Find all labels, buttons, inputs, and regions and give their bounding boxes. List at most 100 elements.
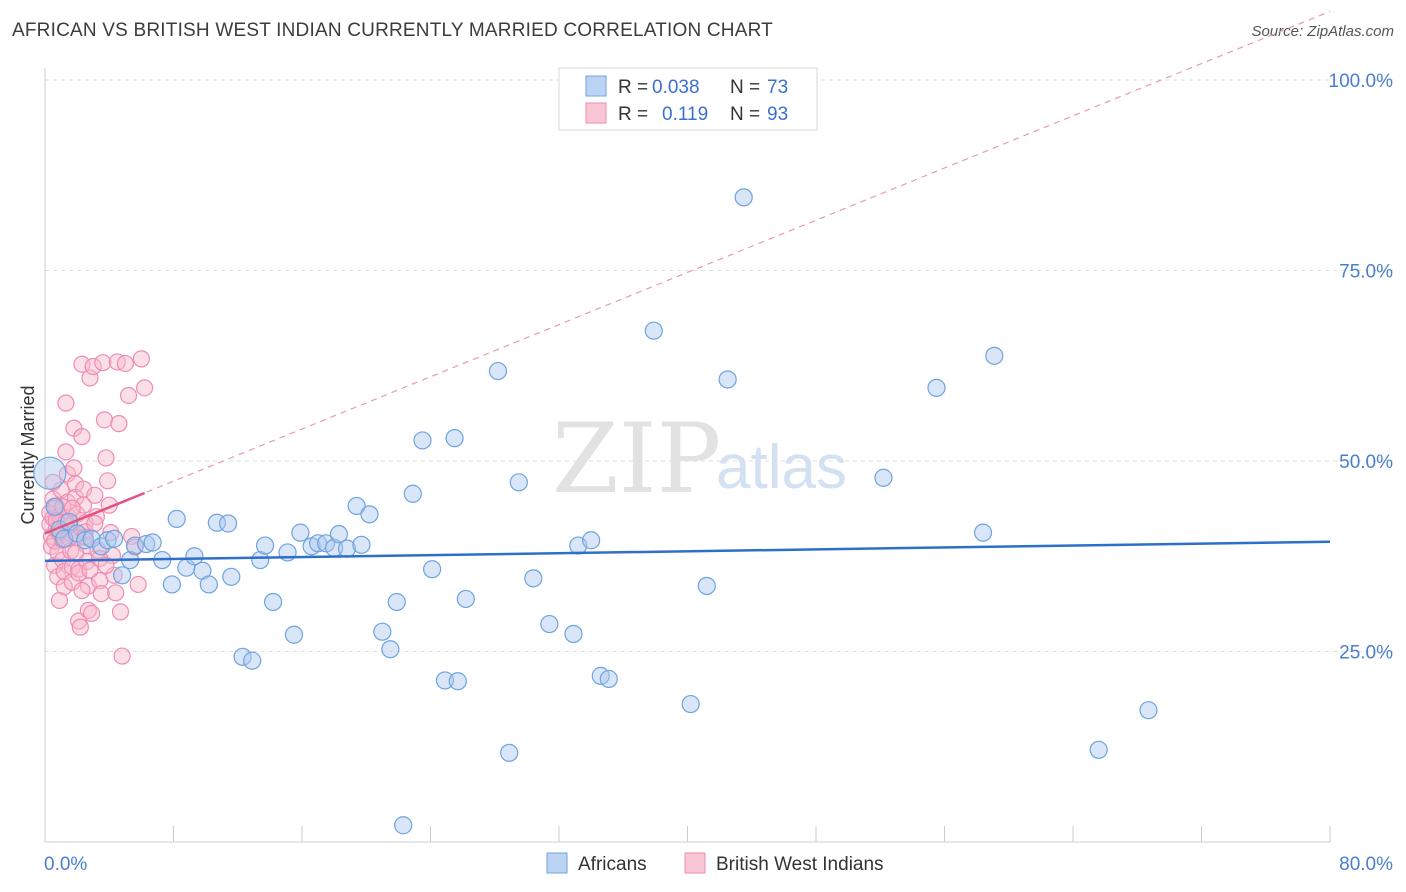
legend-r-label-1: R = <box>618 77 648 98</box>
bwi-point <box>97 556 115 574</box>
bwi-point <box>94 354 112 372</box>
x-tick-label: 80.0% <box>1339 854 1393 875</box>
africans-point <box>985 346 1004 365</box>
africans-point <box>599 669 618 689</box>
legend-n-value-1: 73 <box>767 77 788 98</box>
bwi-point <box>132 350 150 368</box>
bwi-point <box>55 578 73 596</box>
africans-point <box>435 671 455 690</box>
africans-point <box>500 743 519 762</box>
series-british-west-indians <box>41 350 154 665</box>
africans-point <box>488 361 508 381</box>
legend-n-value-2: 93 <box>767 104 788 125</box>
africans-point <box>185 547 204 566</box>
bwi-point <box>82 604 101 623</box>
bwi-point <box>70 564 88 582</box>
africans-point <box>98 531 117 550</box>
africans-point <box>233 647 252 666</box>
y-tick-label: 75.0% <box>1339 262 1393 283</box>
y-tick-label: 50.0% <box>1339 452 1393 473</box>
africans-point <box>448 672 467 691</box>
africans-point <box>255 536 275 555</box>
africans-trend-line <box>44 540 1331 563</box>
bottom-legend-swatch-bwi <box>684 852 706 874</box>
bwi-point <box>73 428 91 446</box>
africans-point <box>251 550 270 570</box>
africans-point <box>45 497 64 516</box>
africans-point <box>973 523 993 542</box>
africans-point <box>82 529 101 548</box>
bwi-point <box>79 601 97 619</box>
africans-point <box>243 651 262 670</box>
africans-point <box>413 431 432 450</box>
trend-lines <box>44 10 1331 563</box>
bwi-point <box>92 584 110 603</box>
stats-legend: R = 0.038 N = 73 R = 0.119 N = 93 <box>558 67 818 131</box>
bwi-point <box>44 473 62 491</box>
y-tick-labels: 25.0% 50.0% 75.0% 100.0% <box>1329 71 1394 664</box>
africans-point <box>381 640 400 659</box>
bwi-point <box>57 394 75 412</box>
bottom-legend-swatch-africans <box>546 852 568 874</box>
chart-title: AFRICAN VS BRITISH WEST INDIAN CURRENTLY… <box>12 20 773 41</box>
bwi-point <box>70 612 88 630</box>
africans-point <box>387 592 406 612</box>
africans-point <box>681 694 700 714</box>
legend-swatch-africans <box>585 75 607 97</box>
africans-point <box>394 816 413 835</box>
grid-lines <box>45 79 1395 652</box>
bwi-point <box>129 575 147 594</box>
y-tick-label: 100.0% <box>1329 71 1394 92</box>
africans-point <box>112 566 132 585</box>
bwi-point <box>107 584 125 602</box>
africans-point <box>137 534 156 554</box>
bwi-point <box>110 415 128 433</box>
africans-point <box>423 560 442 579</box>
bwi-point <box>99 472 117 490</box>
watermark-atlas: atlas <box>716 433 847 502</box>
bwi-point <box>86 486 104 504</box>
africans-point <box>352 535 371 554</box>
africans-point <box>143 533 162 552</box>
series-africans <box>33 188 1158 835</box>
africans-point <box>697 576 716 596</box>
africans-point <box>1089 740 1108 759</box>
africans-point <box>734 188 753 207</box>
bwi-point <box>135 379 154 397</box>
africans-point <box>540 614 559 634</box>
bwi-point <box>74 496 93 514</box>
bwi-point <box>81 561 99 579</box>
watermark-zip: ZIP <box>552 403 721 515</box>
africans-point <box>347 496 366 516</box>
y-axis-label: Currently Married <box>18 385 38 524</box>
africans-point <box>564 624 583 644</box>
africans-point <box>874 468 893 487</box>
africans-point <box>167 509 186 529</box>
bottom-legend-africans: Africans <box>578 854 647 875</box>
bwi-point <box>119 386 138 405</box>
africans-point <box>222 567 241 586</box>
africans-point <box>1139 701 1158 720</box>
africans-point <box>509 473 528 492</box>
africans-point <box>199 575 218 594</box>
africans-point <box>718 370 737 389</box>
africans-point <box>927 378 946 397</box>
africans-point <box>456 589 475 609</box>
africans-point <box>263 592 283 612</box>
africans-point <box>644 321 663 340</box>
bwi-point <box>65 459 83 477</box>
legend-n-label-2: N = <box>730 104 760 125</box>
legend-swatch-bwi <box>585 102 607 124</box>
africans-point <box>76 531 95 550</box>
bwi-point <box>84 357 102 376</box>
africans-point <box>403 484 422 503</box>
bottom-legend-bwi: British West Indians <box>716 854 884 875</box>
africans-point <box>33 456 67 490</box>
africans-point <box>104 529 124 548</box>
bwi-point <box>95 411 114 429</box>
legend-r-value-2: 0.119 <box>662 104 708 125</box>
africans-point <box>162 575 181 594</box>
bwi-point <box>86 514 104 533</box>
legend-n-label-1: N = <box>730 77 760 98</box>
